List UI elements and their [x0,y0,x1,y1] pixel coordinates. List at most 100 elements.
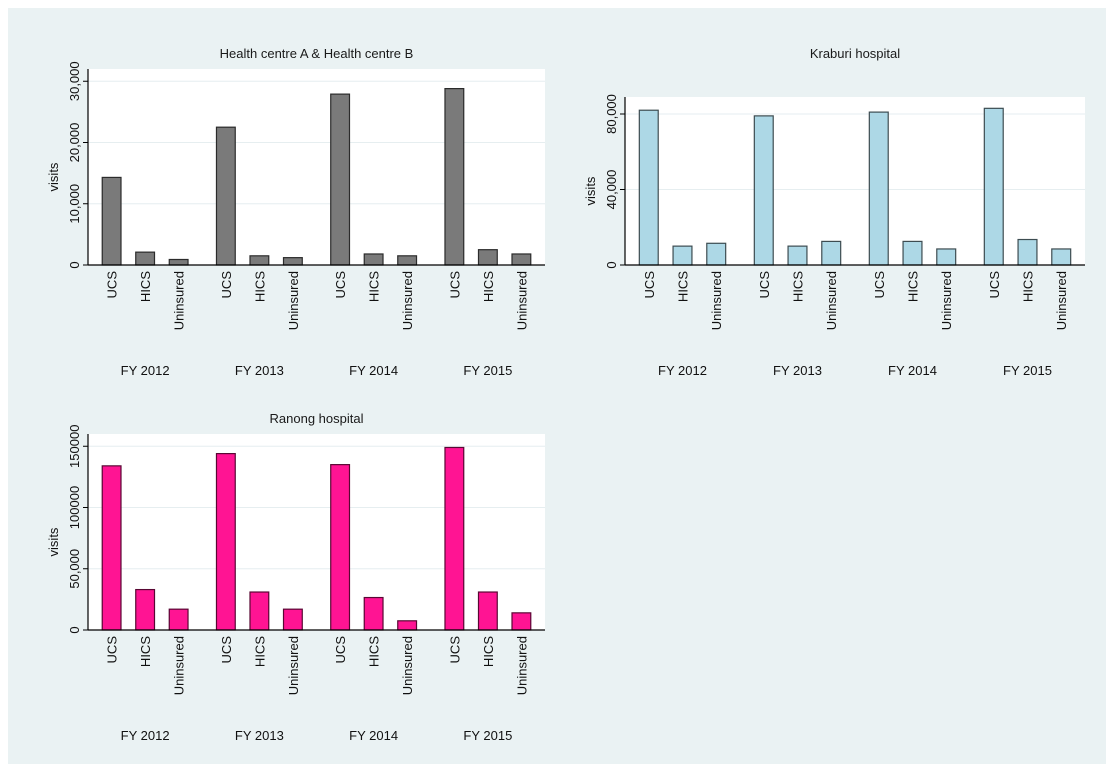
bar [330,464,351,631]
bar [397,620,418,631]
group-label: FY 2014 [349,363,398,378]
plot-area [88,434,545,630]
bar [706,242,727,266]
bar [638,109,659,266]
y-tick-label: 0 [67,626,82,633]
bar [902,240,923,266]
panel-title: Kraburi hospital [810,46,900,61]
x-tick-label: UCS [219,636,234,664]
bar [787,245,808,266]
x-tick-label: HICS [252,636,267,667]
bar [868,111,889,266]
x-tick-label: Uninsured [286,636,301,695]
graph-canvas: 0 10,000 20,000 30,000 visits Health centre A… [8,8,1106,764]
x-tick-label: HICS [676,271,691,302]
bar [444,87,465,266]
bar [135,251,156,266]
bar [511,253,532,266]
bar [330,93,351,266]
x-tick-label: HICS [481,271,496,302]
bar [168,258,189,266]
y-axis-title: visits [583,176,598,205]
x-tick-label: UCS [447,636,462,664]
bar [444,446,465,631]
bar [821,240,842,266]
x-tick-label: UCS [333,636,348,664]
y-axis-title: visits [46,162,61,191]
bar [363,596,384,631]
plot-area [625,97,1085,265]
group-label: FY 2012 [121,728,170,743]
x-tick-label: UCS [105,636,120,664]
x-tick-label: UCS [987,271,1002,299]
x-tick-label: HICS [367,636,382,667]
x-tick-label: HICS [138,271,153,302]
y-tick-label: 0 [67,261,82,268]
x-tick-label: HICS [481,636,496,667]
bar [168,608,189,631]
x-tick-label: Uninsured [400,636,415,695]
group-label: FY 2015 [463,363,512,378]
x-tick-label: Uninsured [286,271,301,330]
x-tick-label: Uninsured [172,636,187,695]
bar [215,126,236,266]
group-label: FY 2013 [235,363,284,378]
y-tick-label: 20,000 [67,123,82,163]
panel-title: Ranong hospital [270,411,364,426]
y-tick-label: 80,000 [604,94,619,134]
x-tick-label: Uninsured [709,271,724,330]
y-tick-label: 30,000 [67,61,82,101]
group-label: FY 2013 [235,728,284,743]
group-label: FY 2015 [463,728,512,743]
x-tick-label: Uninsured [1054,271,1069,330]
bar [753,115,774,266]
y-tick-label: 0 [604,261,619,268]
x-tick-label: UCS [447,271,462,299]
x-tick-label: UCS [219,271,234,299]
y-tick-label: 150000 [67,425,82,468]
x-tick-label: HICS [791,271,806,302]
panel-title: Health centre A & Health centre B [220,46,414,61]
bar [363,253,384,266]
bar [672,245,693,266]
x-tick-label: UCS [872,271,887,299]
y-tick-label: 10,000 [67,184,82,224]
group-label: FY 2014 [349,728,398,743]
x-tick-label: HICS [906,271,921,302]
x-tick-label: Uninsured [172,271,187,330]
bar [282,257,303,266]
x-tick-label: UCS [333,271,348,299]
x-tick-label: HICS [1021,271,1036,302]
bar [983,107,1004,266]
bar [1017,238,1038,266]
chart-svg: 0 10,000 20,000 30,000 visits Health centre A… [46,46,1085,743]
x-tick-label: UCS [757,271,772,299]
bar [397,255,418,266]
group-label: FY 2013 [773,363,822,378]
bar [215,453,236,631]
group-label: FY 2015 [1003,363,1052,378]
x-tick-label: HICS [138,636,153,667]
bar [249,255,270,266]
y-tick-label: 40,000 [604,170,619,210]
x-tick-label: Uninsured [514,636,529,695]
group-label: FY 2012 [658,363,707,378]
bar [282,608,303,631]
bar [249,591,270,631]
x-tick-label: Uninsured [939,271,954,330]
y-axis-title: visits [46,527,61,556]
x-tick-label: UCS [105,271,120,299]
group-label: FY 2014 [888,363,937,378]
bar [477,249,498,266]
x-tick-label: Uninsured [400,271,415,330]
x-tick-label: UCS [642,271,657,299]
x-tick-label: Uninsured [824,271,839,330]
y-tick-label: 100000 [67,486,82,529]
y-tick-label: 50,000 [67,549,82,589]
x-tick-label: Uninsured [514,271,529,330]
bar [135,588,156,631]
bar [1051,248,1072,266]
x-tick-label: HICS [367,271,382,302]
panel-2: 0 40,000 80,000 visits Kraburi hospital UCS HI… [583,46,1085,378]
x-tick-label: HICS [252,271,267,302]
